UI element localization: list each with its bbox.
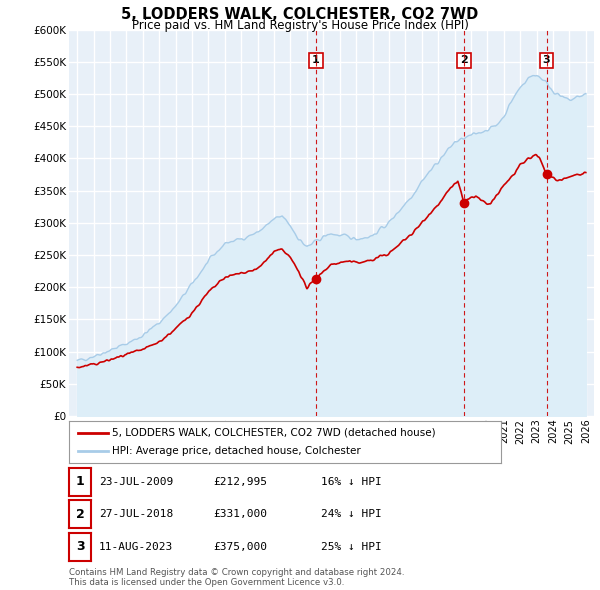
Text: £212,995: £212,995 — [213, 477, 267, 487]
Text: 16% ↓ HPI: 16% ↓ HPI — [321, 477, 382, 487]
Text: 24% ↓ HPI: 24% ↓ HPI — [321, 509, 382, 519]
Text: 25% ↓ HPI: 25% ↓ HPI — [321, 542, 382, 552]
Text: HPI: Average price, detached house, Colchester: HPI: Average price, detached house, Colc… — [112, 446, 361, 456]
Text: 1: 1 — [76, 475, 85, 489]
Text: 5, LODDERS WALK, COLCHESTER, CO2 7WD: 5, LODDERS WALK, COLCHESTER, CO2 7WD — [121, 7, 479, 22]
Text: 5, LODDERS WALK, COLCHESTER, CO2 7WD (detached house): 5, LODDERS WALK, COLCHESTER, CO2 7WD (de… — [112, 428, 436, 438]
Text: 23-JUL-2009: 23-JUL-2009 — [99, 477, 173, 487]
Text: 27-JUL-2018: 27-JUL-2018 — [99, 509, 173, 519]
Text: 11-AUG-2023: 11-AUG-2023 — [99, 542, 173, 552]
Text: £375,000: £375,000 — [213, 542, 267, 552]
Text: 2: 2 — [460, 55, 468, 65]
Text: 2: 2 — [76, 507, 85, 521]
Text: Price paid vs. HM Land Registry's House Price Index (HPI): Price paid vs. HM Land Registry's House … — [131, 19, 469, 32]
Text: 3: 3 — [543, 55, 550, 65]
Text: £331,000: £331,000 — [213, 509, 267, 519]
Text: Contains HM Land Registry data © Crown copyright and database right 2024.
This d: Contains HM Land Registry data © Crown c… — [69, 568, 404, 587]
Text: 1: 1 — [312, 55, 320, 65]
Text: 3: 3 — [76, 540, 85, 553]
